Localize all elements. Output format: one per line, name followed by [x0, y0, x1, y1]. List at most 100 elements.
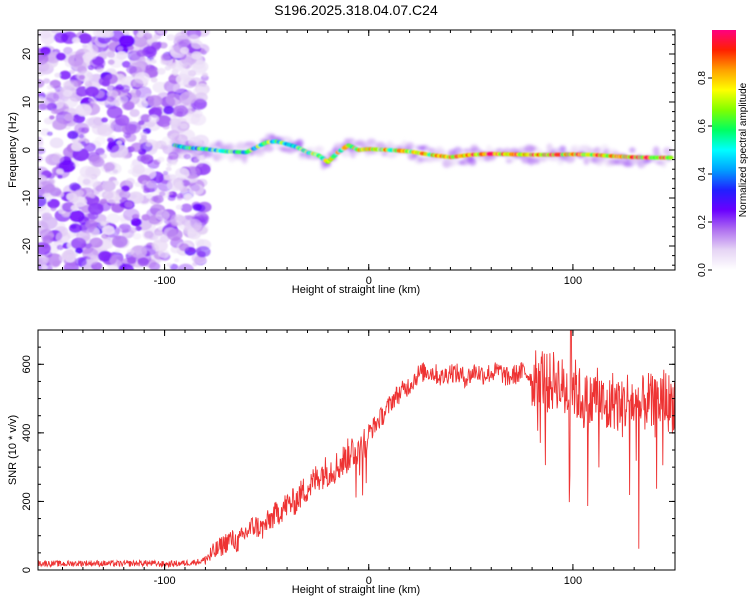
noise-blob: [72, 37, 81, 44]
noise-blob: [136, 32, 144, 38]
noise-blob: [91, 188, 101, 195]
noise-blob: [162, 170, 169, 175]
spec-xtick-label: 100: [564, 275, 582, 287]
noise-blob: [159, 191, 166, 197]
noise-blob: [159, 42, 168, 49]
noise-blob: [183, 153, 191, 160]
noise-blob: [87, 116, 103, 129]
noise-blob: [166, 262, 172, 267]
noise-blob: [145, 141, 152, 147]
snr-frame: [37, 329, 676, 571]
halo-blob: [439, 149, 447, 156]
noise-blob: [47, 178, 55, 185]
noise-blob: [83, 142, 96, 152]
halo-blob: [315, 145, 325, 154]
halo-blob: [662, 147, 672, 156]
noise-blob: [58, 159, 76, 173]
noise-blob: [145, 193, 153, 199]
spectrogram-ylabel: Frequency (Hz): [7, 112, 19, 188]
noise-blob: [184, 197, 190, 202]
noise-blob: [118, 35, 135, 48]
noise-blob: [181, 179, 191, 187]
noise-blob: [76, 230, 91, 242]
noise-blob: [56, 244, 64, 251]
noise-blob: [128, 227, 137, 234]
noise-blob: [102, 225, 115, 235]
noise-blob: [64, 113, 74, 122]
colorbar-label: Normalized spectral amplitude: [738, 82, 749, 217]
noise-blob: [182, 62, 192, 70]
noise-blob: [38, 195, 47, 207]
noise-blob: [124, 201, 133, 208]
noise-blob: [98, 77, 111, 86]
noise-blob: [151, 239, 168, 252]
figure-title: S196.2025.318.04.07.C24: [274, 2, 438, 18]
ridge-halo: [170, 133, 673, 170]
halo-blob: [629, 147, 636, 153]
noise-blob: [171, 160, 178, 166]
spec-ytick-label: -20: [21, 238, 33, 254]
noise-blob: [75, 103, 92, 117]
noise-blob: [116, 51, 128, 60]
noise-blob: [85, 166, 101, 179]
noise-blob: [69, 182, 81, 192]
noise-blob: [38, 79, 45, 88]
noise-blob: [94, 136, 106, 145]
noise-blob: [132, 79, 143, 88]
noise-blob: [39, 30, 51, 39]
noise-blob: [179, 91, 197, 105]
noise-blob: [109, 254, 125, 267]
noise-blob: [54, 72, 61, 78]
halo-blob: [534, 147, 543, 154]
noise-blob: [167, 194, 176, 201]
noise-blob: [123, 132, 132, 139]
noise-blob: [62, 80, 75, 90]
snr-ytick-label: 600: [21, 355, 33, 373]
noise-blob: [143, 32, 153, 40]
halo-blob: [451, 157, 461, 166]
noise-blob: [107, 85, 114, 91]
noise-blob: [103, 162, 115, 172]
noise-blob: [38, 147, 46, 155]
noise-blob: [89, 237, 103, 248]
snr-xtick-label: -100: [154, 575, 176, 587]
snr-ytick-label: 0: [21, 567, 33, 573]
noise-blob: [74, 189, 85, 197]
noise-blob: [71, 142, 83, 152]
noise-blob: [152, 231, 168, 243]
noise-blob: [41, 264, 48, 270]
noise-blob: [140, 135, 147, 140]
noise-blob: [109, 119, 117, 125]
noise-blob: [167, 228, 183, 241]
noise-blob: [193, 98, 207, 109]
noise-blob: [188, 80, 197, 87]
noise-blob: [66, 192, 78, 202]
noise-blob: [115, 102, 121, 107]
noise-blob: [156, 30, 165, 34]
noise-blob: [179, 69, 195, 82]
noise-blob: [100, 51, 107, 57]
noise-blob: [41, 212, 53, 221]
halo-blob: [343, 138, 355, 143]
noise-region: [38, 30, 212, 270]
noise-blob: [156, 115, 172, 128]
noise-blob: [63, 97, 78, 108]
noise-blob: [151, 41, 162, 50]
noise-blob: [132, 233, 142, 240]
noise-blob: [124, 121, 142, 134]
noise-blob: [106, 96, 115, 103]
noise-blob: [123, 31, 130, 36]
noise-blob: [85, 219, 98, 230]
noise-blob: [188, 34, 200, 44]
halo-blob: [558, 145, 567, 154]
noise-blob: [165, 93, 182, 106]
noise-blob: [110, 92, 117, 97]
noise-blob: [51, 154, 64, 164]
noise-blob: [101, 180, 116, 192]
snr-panel: -100 0 100 0 200 400 600 Height of straight li…: [7, 329, 676, 596]
noise-blob: [75, 247, 83, 254]
noise-blob: [119, 84, 131, 93]
noise-blob: [43, 183, 56, 193]
